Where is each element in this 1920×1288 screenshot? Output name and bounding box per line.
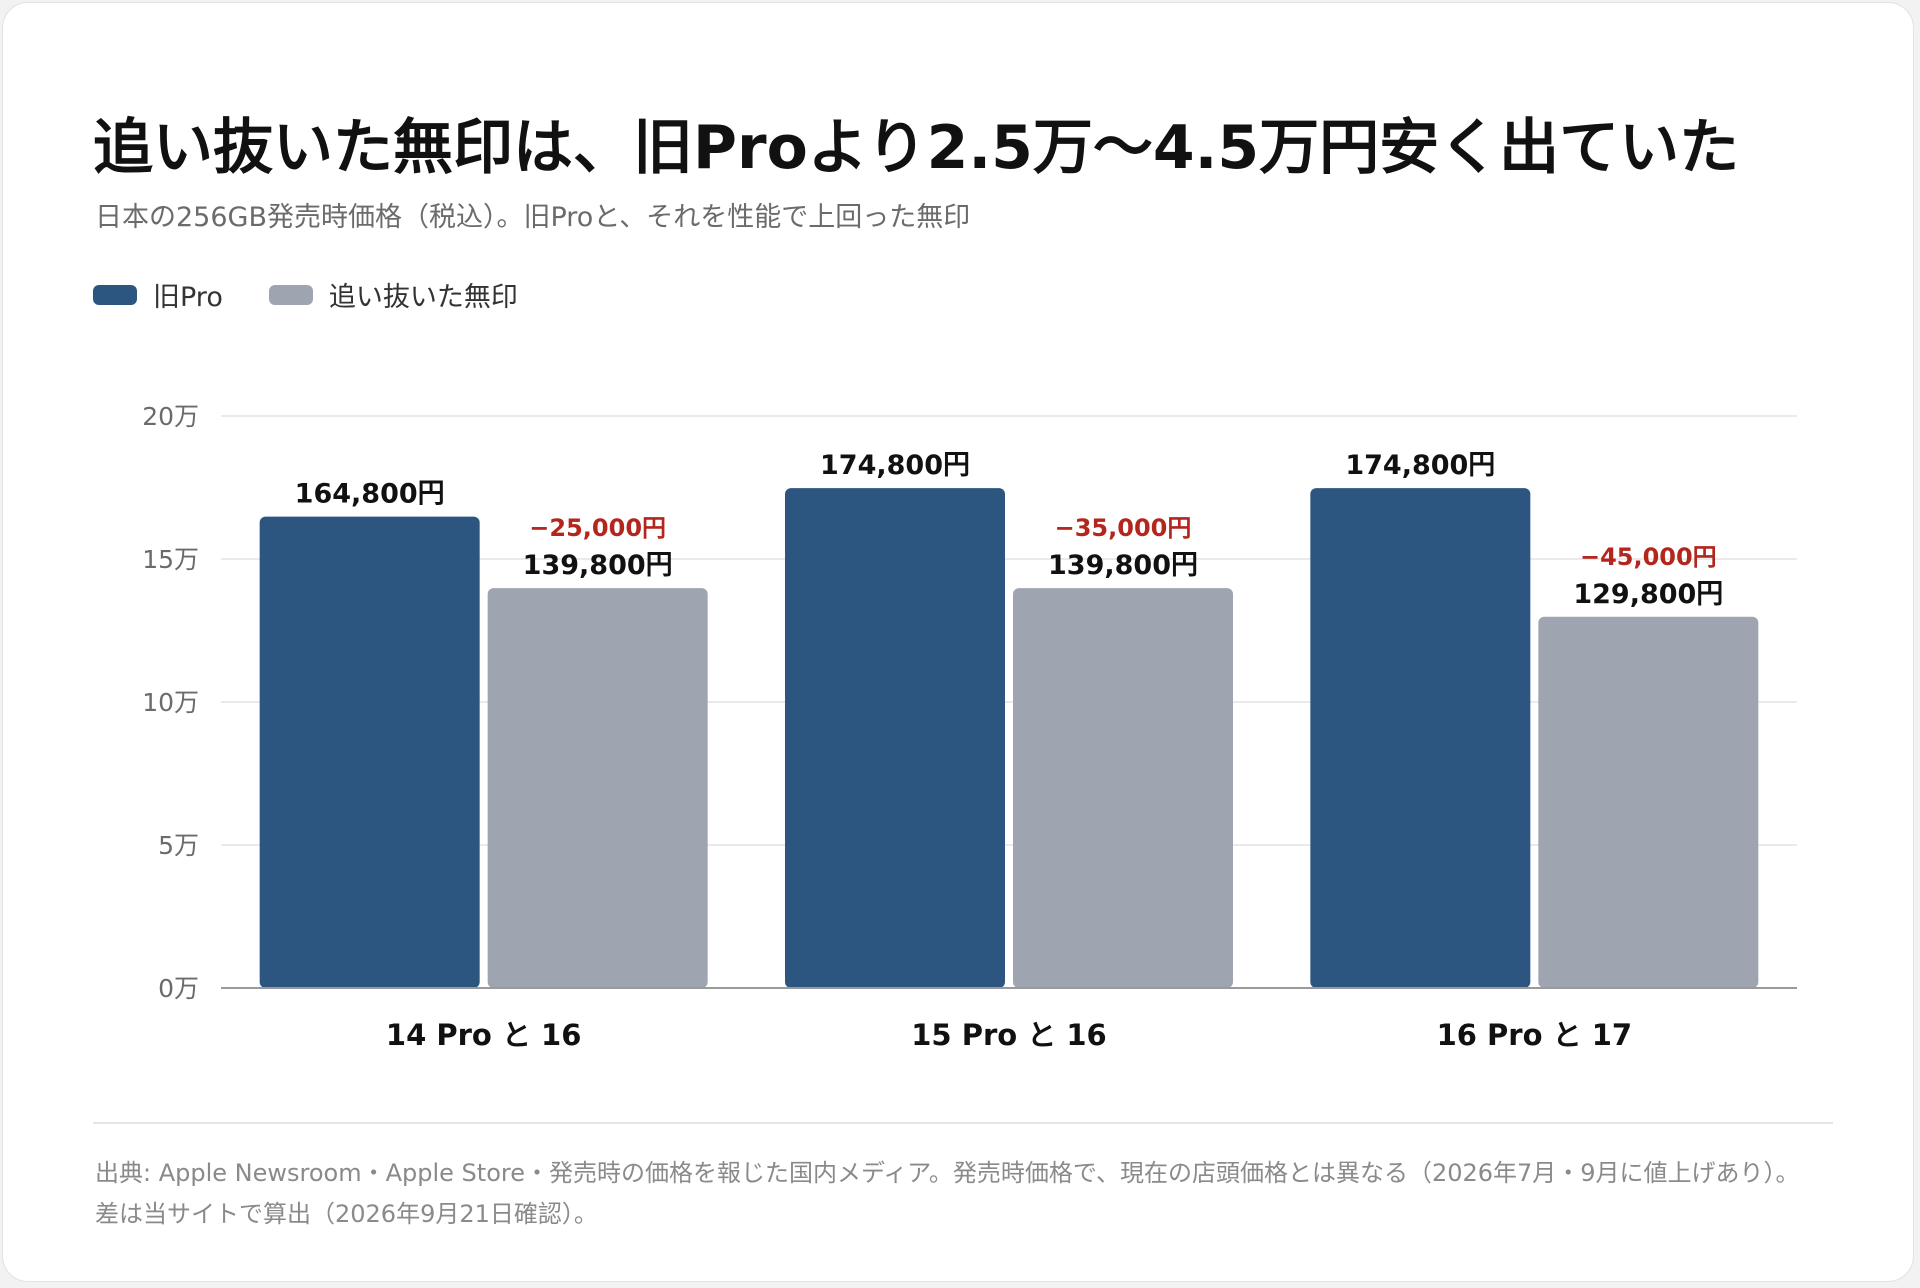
source-note-line-2: 差は当サイトで算出（2026年9月21日確認）。	[95, 1200, 598, 1228]
legend-item-base: 追い抜いた無印	[268, 275, 518, 314]
legend: 旧Pro 追い抜いた無印	[93, 275, 564, 314]
bar-value-label-pro: 174,800円	[1345, 450, 1495, 481]
bar-value-label-pro: 164,800円	[295, 479, 445, 510]
bar-value-label-base: 129,800円	[1573, 579, 1723, 610]
bar-value-label-pro: 174,800円	[820, 450, 970, 481]
chart-subtitle: 日本の256GB発売時価格（税込）。旧Proと、それを性能で上回った無印	[95, 202, 971, 233]
x-category-label: 15 Pro と 16	[911, 1018, 1106, 1052]
y-tick-label: 5万	[158, 831, 199, 860]
bar-value-label-base: 139,800円	[1048, 550, 1198, 581]
legend-swatch-base	[268, 284, 313, 305]
x-category-label: 14 Pro と 16	[386, 1018, 581, 1052]
legend-label-base: 追い抜いた無印	[328, 282, 518, 313]
bar-base	[1538, 616, 1759, 988]
x-category-label: 16 Pro と 17	[1437, 1018, 1632, 1052]
footer-divider	[93, 1122, 1833, 1124]
chart-title: 追い抜いた無印は、旧Proより2.5万〜4.5万円安く出ていた	[93, 113, 1740, 183]
bar-base	[487, 588, 708, 988]
source-note: 出典: Apple Newsroom・Apple Store・発売時の価格を報じ…	[95, 1153, 1875, 1235]
y-tick-label: 15万	[142, 545, 199, 574]
difference-label: −25,000円	[529, 514, 666, 542]
source-note-line-1: 出典: Apple Newsroom・Apple Store・発売時の価格を報じ…	[95, 1159, 1800, 1187]
y-tick-label: 10万	[142, 688, 199, 717]
legend-label-pro: 旧Pro	[153, 282, 223, 313]
bar-pro	[785, 488, 1005, 988]
y-tick-label: 0万	[158, 974, 199, 1003]
bar-base	[1013, 588, 1233, 988]
bar-value-label-base: 139,800円	[523, 550, 673, 581]
difference-label: −45,000円	[1580, 543, 1717, 571]
bar-pro	[1310, 488, 1531, 988]
y-tick-label: 20万	[142, 402, 199, 431]
legend-swatch-pro	[93, 284, 137, 305]
difference-label: −35,000円	[1055, 514, 1192, 542]
legend-item-pro: 旧Pro	[93, 275, 223, 314]
bar-chart: 0万 5万 10万 15万 20万 164,800円 139,800円 −25,000円 14 …	[142, 402, 1797, 1052]
bar-pro	[259, 516, 480, 988]
